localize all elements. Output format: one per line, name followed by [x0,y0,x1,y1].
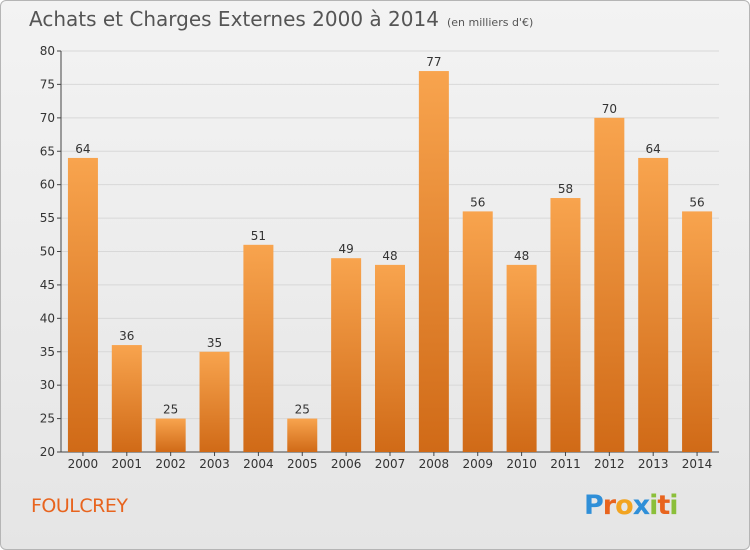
title-row: Achats et Charges Externes 2000 à 2014 (e… [29,7,533,31]
data-label-2011: 58 [558,182,573,196]
bars [67,71,713,453]
data-label-2003: 35 [207,336,222,350]
bar-2007[interactable] [375,264,405,452]
x-tick-label: 2013 [638,457,669,471]
x-tick-label: 2014 [682,457,713,471]
x-tick-label: 2008 [419,457,450,471]
x-tick-label: 2001 [112,457,143,471]
data-label-2002: 25 [163,403,178,417]
bar-2005[interactable] [287,418,318,452]
y-tick-label: 40 [40,311,55,325]
logo-letter: i [649,490,658,521]
data-label-2014: 56 [689,195,704,209]
bar-2002[interactable] [155,418,186,452]
logo-letter: P [584,490,604,521]
x-tick-label: 2004 [243,457,274,471]
x-tick-label: 2000 [68,457,99,471]
y-tick-label: 30 [40,378,55,392]
y-tick-label: 80 [40,44,55,58]
data-labels: 64 36 25 35 51 25 49 48 77 56 48 58 70 64 56 [75,55,704,417]
data-label-2012: 70 [602,102,617,116]
data-label-2001: 36 [119,329,134,343]
y-tick-label: 70 [40,111,55,125]
y-tick-label: 20 [40,445,55,459]
logo-letter: t [657,490,670,521]
y-tick-label: 75 [40,77,55,91]
bar-2014[interactable] [682,211,713,452]
bar-2009[interactable] [462,211,493,452]
x-tick-label: 2002 [155,457,186,471]
y-tick-label: 45 [40,278,55,292]
bar-2013[interactable] [638,157,669,452]
bar-2003[interactable] [199,351,230,452]
y-tick-label: 25 [40,412,55,426]
bar-2004[interactable] [243,244,274,452]
y-tick-label: 65 [40,144,55,158]
commune-name: FOULCREY [31,495,128,517]
bar-2008[interactable] [418,71,449,453]
bar-2010[interactable] [506,264,537,452]
data-label-2008: 77 [426,55,441,69]
x-tick-label: 2005 [287,457,318,471]
y-tick-label: 35 [40,345,55,359]
chart-title: Achats et Charges Externes 2000 à 2014 [29,7,439,31]
y-tick-label: 55 [40,211,55,225]
chart-subtitle: (en milliers d'€) [446,16,534,29]
logo-letter: i [669,490,678,521]
data-label-2013: 64 [646,142,661,156]
logo-letter: x [632,490,650,521]
logo-letter: r [602,490,616,521]
x-tick-label: 2007 [375,457,406,471]
bar-2011[interactable] [550,198,581,452]
bar-2012[interactable] [594,117,625,452]
bar-2006[interactable] [331,258,362,452]
bar-2000[interactable] [67,157,98,452]
proxiti-logo[interactable]: Proxiti [584,490,679,521]
x-tick-label: 2009 [462,457,493,471]
x-tick-label: 2012 [594,457,625,471]
data-label-2009: 56 [470,195,485,209]
data-label-2005: 25 [295,403,310,417]
x-tick-label: 2006 [331,457,362,471]
axes: 20 25 30 35 40 45 50 55 60 65 70 75 80 2000 2001 2002 20… [40,44,719,471]
x-tick-label: 2011 [550,457,581,471]
x-tick-label: 2003 [199,457,230,471]
data-label-2000: 64 [75,142,90,156]
data-label-2004: 51 [251,229,266,243]
x-tick-label: 2010 [506,457,537,471]
data-label-2010: 48 [514,249,529,263]
bar-2001[interactable] [111,345,142,452]
logo-letter: o [615,490,634,521]
y-tick-label: 60 [40,178,55,192]
data-label-2006: 49 [338,242,353,256]
y-tick-label: 50 [40,245,55,259]
data-label-2007: 48 [382,249,397,263]
